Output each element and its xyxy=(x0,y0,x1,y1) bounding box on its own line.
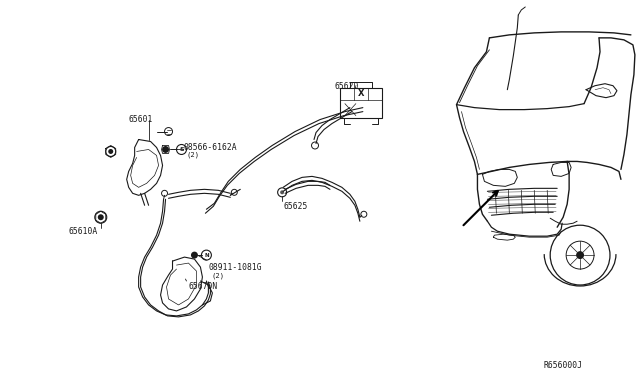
Text: 08566-6162A: 08566-6162A xyxy=(184,142,237,151)
Circle shape xyxy=(98,214,104,220)
Circle shape xyxy=(280,190,284,194)
Text: R656000J: R656000J xyxy=(543,361,582,370)
Text: N: N xyxy=(204,253,209,257)
Text: (2): (2) xyxy=(211,272,225,279)
Text: (2): (2) xyxy=(186,151,200,158)
Circle shape xyxy=(576,251,584,259)
Text: 08911-1081G: 08911-1081G xyxy=(209,263,262,272)
Text: X: X xyxy=(358,89,364,98)
Circle shape xyxy=(162,146,169,153)
Text: 65601: 65601 xyxy=(129,115,153,124)
Text: 65610A: 65610A xyxy=(69,227,98,236)
Bar xyxy=(340,88,382,118)
Text: 65670N: 65670N xyxy=(188,282,218,291)
Circle shape xyxy=(108,149,113,154)
Text: 65625: 65625 xyxy=(283,202,307,211)
Text: S: S xyxy=(179,147,184,152)
Text: 65620: 65620 xyxy=(335,82,359,91)
Circle shape xyxy=(191,251,198,259)
